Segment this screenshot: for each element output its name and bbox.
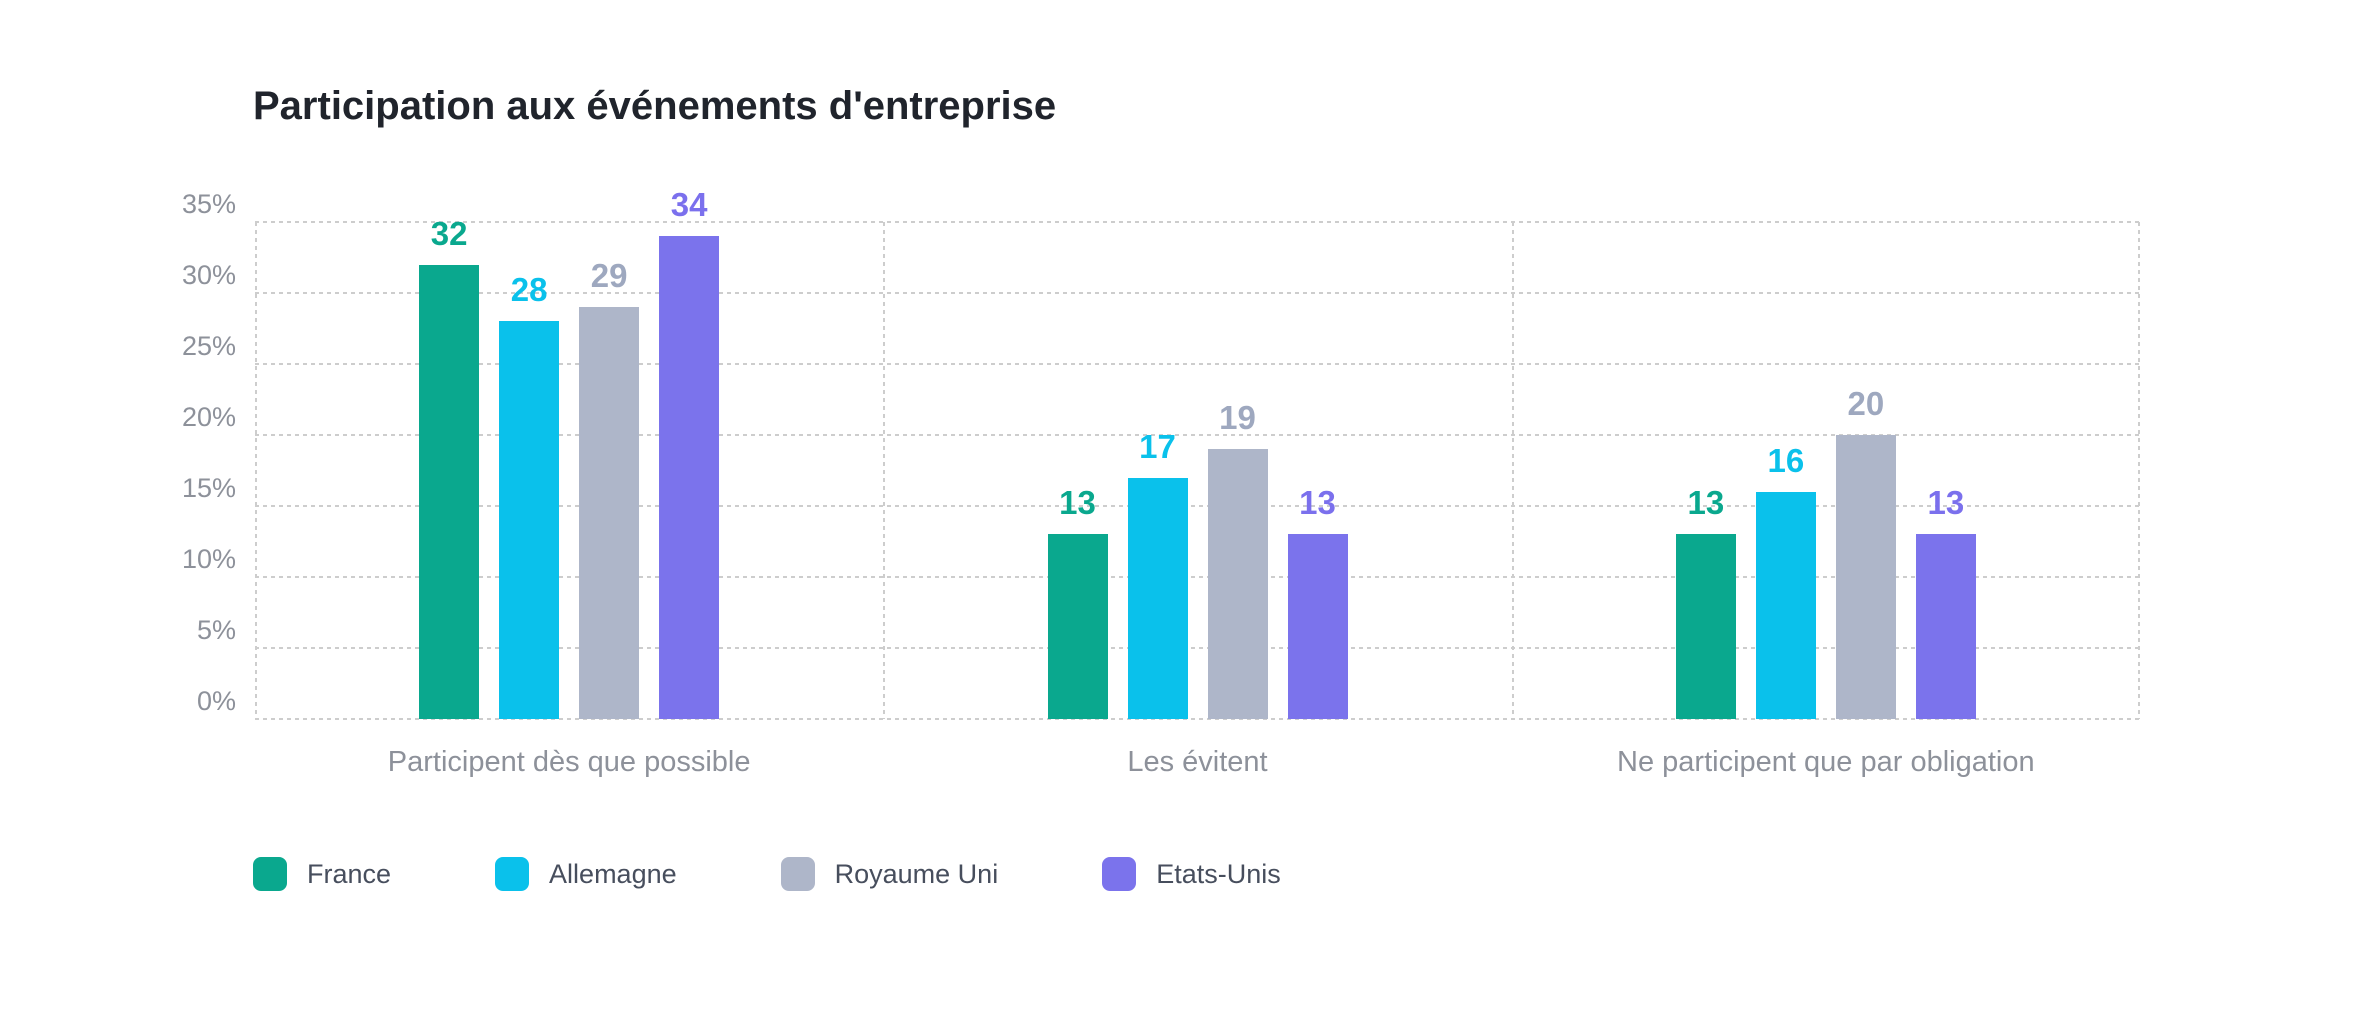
grid-line: [255, 363, 2140, 365]
bar-value-label: 29: [590, 257, 628, 295]
bar-value-label: 19: [1219, 399, 1256, 437]
grid-line: [255, 434, 2140, 436]
bar-etats-unis: [1287, 534, 1348, 719]
y-axis-tick-label: 35%: [181, 189, 236, 219]
bar-allemagne: [1127, 477, 1188, 719]
section-divider: [2138, 222, 2140, 719]
bar-royaume-uni: [579, 307, 640, 719]
legend-label: Allemagne: [549, 858, 677, 889]
legend-item-allemagne[interactable]: Allemagne: [495, 857, 677, 891]
section-divider: [1511, 222, 1514, 719]
grid-line: [255, 505, 2140, 507]
y-axis-tick-label: 20%: [181, 402, 236, 432]
y-axis-tick-label: 15%: [181, 473, 236, 503]
bar-value-label: 32: [430, 214, 468, 252]
bar-etats-unis: [1915, 534, 1976, 719]
section-divider: [883, 222, 886, 719]
y-axis-tick-label: 25%: [181, 331, 236, 361]
plot-area: 32 28 29 34 13 17 19 13 13 16 20 13: [255, 186, 2140, 720]
bar-value-label: 13: [1299, 484, 1336, 522]
bar-value-label: 13: [1059, 484, 1096, 522]
legend-swatch: [253, 857, 287, 891]
y-axis-tick-label: 30%: [181, 260, 236, 290]
bar-royaume-uni: [1207, 449, 1268, 719]
bar-allemagne: [1755, 491, 1816, 719]
legend-swatch: [495, 857, 530, 891]
y-axis-tick-label: 5%: [196, 615, 236, 645]
bar-value-label: 13: [1927, 484, 1965, 522]
bar-value-label: 28: [510, 271, 548, 309]
bar-value-label: 16: [1767, 441, 1805, 479]
bar-allemagne: [499, 321, 560, 719]
legend-item-france[interactable]: France: [253, 857, 391, 891]
section-divider: [255, 222, 257, 719]
bar-etats-unis: [659, 236, 720, 719]
bar-royaume-uni: [1835, 435, 1896, 719]
y-axis-tick-label: 10%: [181, 544, 236, 574]
bar-value-label: 34: [670, 186, 708, 224]
legend-swatch: [780, 857, 815, 891]
bar-france: [419, 264, 480, 719]
legend-item-royaume-uni[interactable]: Royaume Uni: [780, 857, 999, 891]
legend-label: Royaume Uni: [834, 858, 999, 889]
legend-item-etats-unis[interactable]: Etats-Unis: [1102, 857, 1281, 891]
bar-france: [1047, 534, 1108, 719]
legend-label: Etats-Unis: [1156, 858, 1281, 889]
chart-title: Participation aux événements d'entrepris…: [253, 84, 1057, 128]
grid-line: [255, 221, 2140, 223]
grid-line: [255, 292, 2140, 294]
bar-value-label: 20: [1847, 385, 1885, 422]
x-axis-category-label: Participent dès que possible: [387, 746, 751, 778]
bar-value-label: 17: [1139, 427, 1176, 465]
bar-value-label: 13: [1687, 484, 1725, 522]
grid-line: [255, 718, 2140, 720]
bar-france: [1675, 534, 1736, 719]
legend: France Allemagne Royaume Uni Etats-Unis: [253, 857, 1281, 891]
x-axis-category-label: Les évitent: [1127, 746, 1268, 778]
grid-line: [255, 576, 2140, 578]
legend-swatch: [1102, 857, 1137, 891]
x-axis-category-label: Ne participent que par obligation: [1617, 746, 2035, 778]
legend-label: France: [307, 858, 392, 889]
grid-line: [255, 647, 2140, 649]
y-axis-tick-label: 0%: [196, 686, 236, 716]
